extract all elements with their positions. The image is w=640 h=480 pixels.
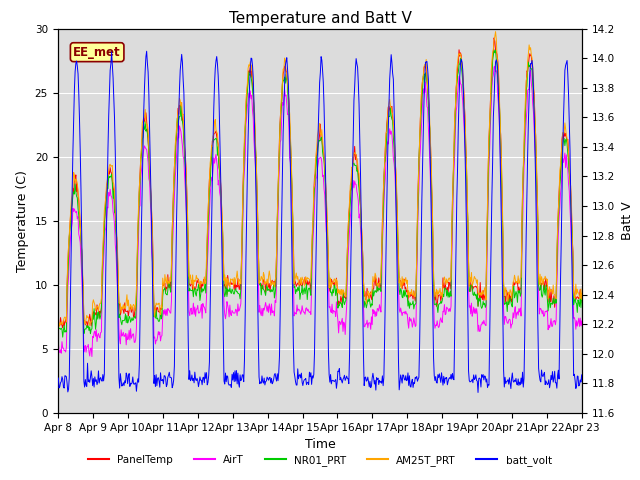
Y-axis label: Batt V: Batt V [621, 202, 634, 240]
X-axis label: Time: Time [305, 438, 335, 451]
Text: EE_met: EE_met [74, 46, 121, 59]
Legend: PanelTemp, AirT, NR01_PRT, AM25T_PRT, batt_volt: PanelTemp, AirT, NR01_PRT, AM25T_PRT, ba… [84, 451, 556, 470]
Title: Temperature and Batt V: Temperature and Batt V [228, 11, 412, 26]
Y-axis label: Temperature (C): Temperature (C) [16, 170, 29, 272]
